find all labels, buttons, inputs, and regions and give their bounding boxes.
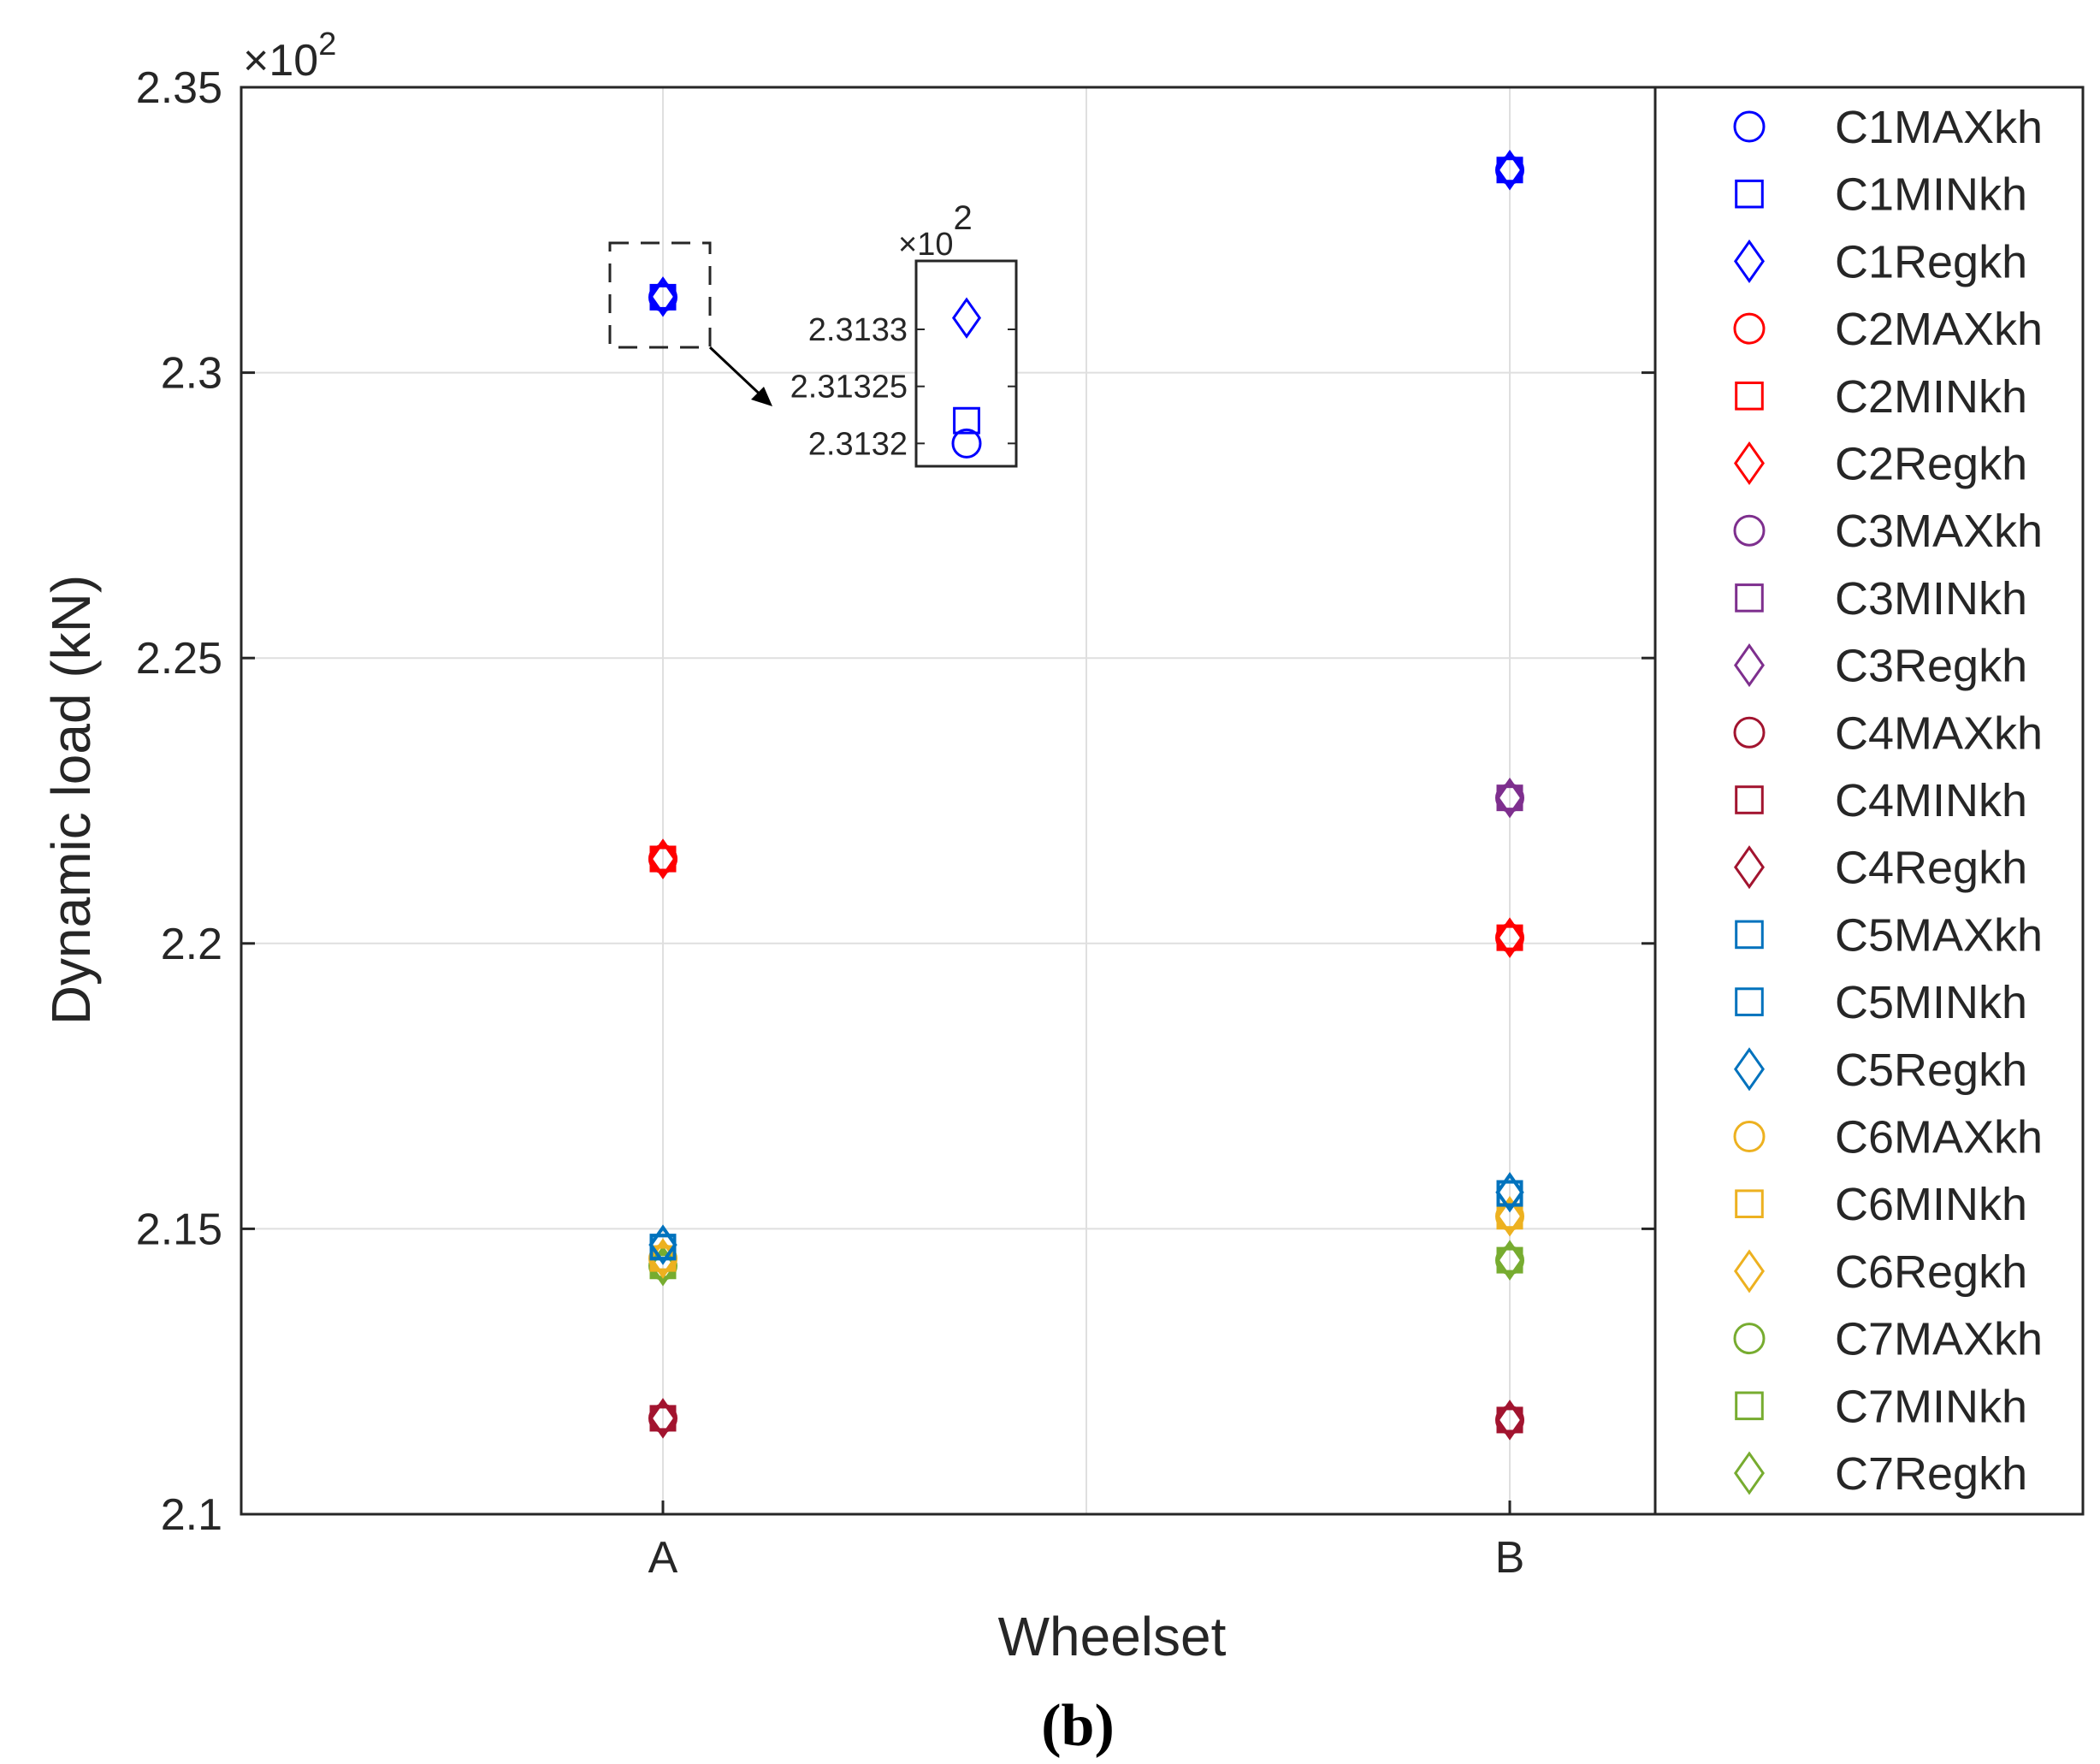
marker-c1maxkh-b bbox=[1495, 155, 1524, 185]
grid-lines bbox=[241, 87, 1655, 1514]
inset-tick-label: 2.31325 bbox=[790, 370, 908, 405]
legend-label-c4maxkh: C4MAXkh bbox=[1835, 707, 2043, 759]
legend-marker-c5maxkh bbox=[1735, 920, 1764, 950]
marker-c5regkh-a bbox=[648, 1224, 677, 1265]
legend-marker-c7regkh bbox=[1734, 1451, 1765, 1495]
y-axis-ticks: 2.1 2.15 2.2 2.25 2.3 2.35 bbox=[136, 63, 1655, 1540]
legend-label-c3maxkh: C3MAXkh bbox=[1835, 506, 2043, 557]
y-tick-label: 2.3 bbox=[161, 349, 222, 399]
marker-c1regkh-a bbox=[648, 276, 677, 317]
marker-c6regkh-b bbox=[1495, 1195, 1524, 1237]
legend-label-c4minkh: C4MINkh bbox=[1835, 775, 2027, 826]
legend-label-c5minkh: C5MINkh bbox=[1835, 977, 2027, 1028]
legend-label-c1regkh: C1Regkh bbox=[1835, 236, 2027, 287]
y-axis-exponent-power: 2 bbox=[318, 27, 336, 62]
marker-c4maxkh-a bbox=[648, 1403, 677, 1433]
marker-c2regkh-a bbox=[648, 838, 677, 879]
marker-c4regkh-a bbox=[648, 1398, 677, 1439]
inset-frame bbox=[914, 259, 1018, 468]
x-axis-title: Wheelset bbox=[998, 1606, 1227, 1667]
legend-label-c5regkh: C5Regkh bbox=[1835, 1045, 2027, 1096]
marker-c1regkh-b bbox=[1495, 150, 1524, 191]
legend-label-c7maxkh: C7MAXkh bbox=[1835, 1314, 2043, 1365]
legend-frame bbox=[1653, 86, 2085, 1516]
figure-caption: (b) bbox=[1041, 1693, 1115, 1759]
inset-content: 2.3133 2.31325 2.3132 bbox=[790, 297, 1016, 462]
legend-label-c3minkh: C3MINkh bbox=[1835, 573, 2027, 625]
legend-marker-c6maxkh bbox=[1733, 1121, 1766, 1152]
marker-c2maxkh-b bbox=[1495, 923, 1524, 953]
y-axis-title: Dynamic load (kN) bbox=[40, 575, 102, 1025]
inset-tick-label: 2.3132 bbox=[808, 426, 908, 462]
marker-c4regkh-b bbox=[1495, 1400, 1524, 1441]
inset-exponent: ×102 bbox=[898, 199, 973, 263]
legend-marker-c1regkh bbox=[1734, 239, 1765, 283]
legend-marker-c6minkh bbox=[1735, 1189, 1764, 1219]
y-tick-label: 2.15 bbox=[136, 1205, 222, 1254]
y-axis-exponent: ×102 bbox=[243, 27, 336, 86]
legend: C1MAXkh C1MINkh C1Regkh C2MAXkh C2MINkh C2Reg… bbox=[1733, 102, 2043, 1500]
marker-c5maxkh-b bbox=[1496, 1180, 1523, 1207]
legend-label-c3regkh: C3Regkh bbox=[1835, 641, 2027, 692]
legend-marker-c7minkh bbox=[1735, 1391, 1764, 1421]
legend-label-c6maxkh: C6MAXkh bbox=[1835, 1112, 2043, 1163]
y-tick-label: 2.25 bbox=[136, 634, 222, 684]
legend-marker-c4regkh bbox=[1734, 845, 1765, 890]
x-tick-label: A bbox=[648, 1533, 678, 1583]
legend-label-c4regkh: C4Regkh bbox=[1835, 843, 2027, 894]
y-tick-label: 2.1 bbox=[161, 1490, 222, 1540]
y-tick-label: 2.35 bbox=[136, 63, 222, 113]
legend-label-c7minkh: C7MINkh bbox=[1835, 1381, 2027, 1432]
inset-marker-c1maxkh bbox=[951, 428, 982, 459]
legend-marker-c4minkh bbox=[1735, 785, 1764, 814]
zoom-selection-box bbox=[608, 241, 712, 349]
legend-label-c5maxkh: C5MAXkh bbox=[1835, 909, 2043, 961]
legend-marker-c3maxkh bbox=[1733, 514, 1766, 547]
legend-marker-c2regkh bbox=[1734, 441, 1765, 486]
marker-c2regkh-b bbox=[1495, 917, 1524, 958]
legend-marker-c5minkh bbox=[1735, 987, 1764, 1016]
marker-c7maxkh-b bbox=[1495, 1246, 1524, 1276]
legend-marker-c1minkh bbox=[1735, 179, 1764, 209]
inset-marker-c1minkh bbox=[953, 406, 980, 435]
legend-marker-c7maxkh bbox=[1733, 1323, 1766, 1355]
inset-exponent-base: ×10 bbox=[898, 227, 953, 263]
inset-exponent-power: 2 bbox=[953, 199, 972, 237]
y-tick-label: 2.2 bbox=[161, 920, 222, 969]
legend-marker-c2minkh bbox=[1735, 382, 1764, 411]
marker-c5regkh-b bbox=[1495, 1171, 1524, 1213]
y-axis-exponent-base: ×10 bbox=[243, 36, 318, 86]
marker-c2maxkh-a bbox=[648, 844, 677, 874]
marker-c5maxkh-a bbox=[649, 1234, 677, 1261]
legend-label-c6regkh: C6Regkh bbox=[1835, 1246, 2027, 1298]
legend-marker-c2maxkh bbox=[1733, 312, 1766, 345]
legend-marker-c3regkh bbox=[1734, 643, 1765, 688]
legend-marker-c4maxkh bbox=[1733, 716, 1766, 749]
x-tick-label: B bbox=[1495, 1533, 1525, 1583]
marker-c4maxkh-b bbox=[1495, 1405, 1524, 1435]
legend-label-c1minkh: C1MINkh bbox=[1835, 169, 2027, 221]
legend-marker-c6regkh bbox=[1734, 1249, 1765, 1293]
legend-label-c2maxkh: C2MAXkh bbox=[1835, 304, 2043, 355]
marker-c7regkh-b bbox=[1495, 1240, 1524, 1281]
zoom-arrowhead bbox=[751, 387, 772, 406]
legend-marker-c5regkh bbox=[1734, 1047, 1765, 1092]
legend-marker-c1maxkh bbox=[1733, 110, 1766, 143]
marker-c3regkh-b bbox=[1495, 777, 1524, 819]
legend-label-c2minkh: C2MINkh bbox=[1835, 371, 2027, 423]
legend-label-c7regkh: C7Regkh bbox=[1835, 1448, 2027, 1500]
legend-label-c1maxkh: C1MAXkh bbox=[1835, 102, 2043, 153]
marker-c3maxkh-b bbox=[1495, 783, 1524, 813]
data-markers bbox=[648, 150, 1524, 1441]
legend-label-c6minkh: C6MINkh bbox=[1835, 1179, 2027, 1230]
inset-marker-c1regkh bbox=[951, 297, 982, 339]
legend-marker-c3minkh bbox=[1735, 583, 1764, 613]
inset-tick-label: 2.3133 bbox=[808, 312, 908, 348]
legend-label-c2regkh: C2Regkh bbox=[1835, 439, 2027, 490]
marker-c1maxkh-a bbox=[648, 282, 677, 312]
